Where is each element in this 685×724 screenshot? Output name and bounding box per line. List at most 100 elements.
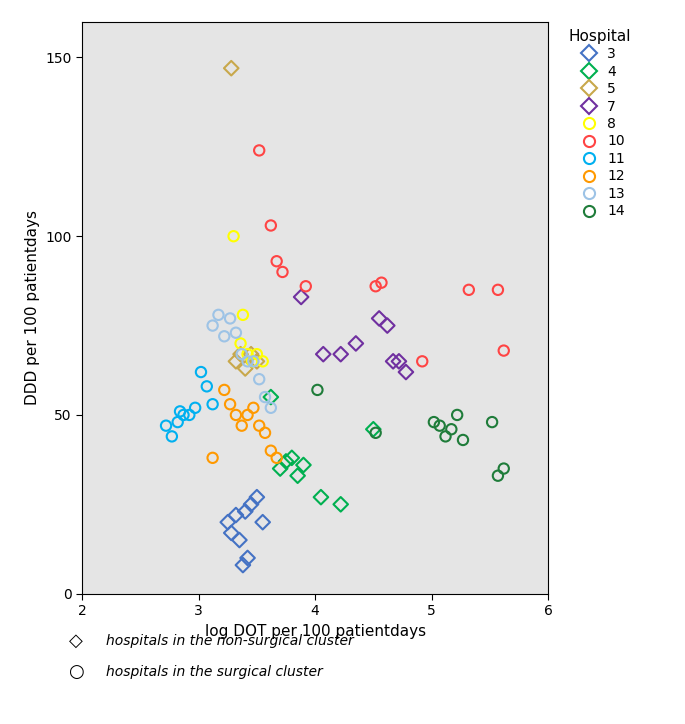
X-axis label: log DOT per 100 patientdays: log DOT per 100 patientdays [205,623,425,639]
Point [247,355,258,367]
Point [207,320,218,332]
Point [401,366,412,378]
Point [493,470,503,481]
Text: hospitals in the non-surgical cluster: hospitals in the non-surgical cluster [106,634,354,648]
Point [228,230,239,242]
Point [235,337,246,349]
Point [286,452,297,463]
Point [246,348,257,360]
Point [370,427,381,439]
Point [292,470,303,481]
Point [251,492,262,503]
Point [463,284,474,295]
Point [242,409,253,421]
Point [246,499,257,510]
Point [207,398,218,410]
Point [236,420,247,432]
Point [373,313,384,324]
Point [238,559,249,571]
Point [335,348,346,360]
Point [230,409,241,421]
Point [234,534,245,546]
Point [230,509,241,521]
Point [242,348,253,360]
Point [257,355,268,367]
Point [251,355,262,367]
Legend: 3, 4, 5, 7, 8, 10, 11, 12, 13, 14: 3, 4, 5, 7, 8, 10, 11, 12, 13, 14 [569,29,632,219]
Point [368,424,379,435]
Point [235,348,246,360]
Point [225,398,236,410]
Point [277,266,288,278]
Point [260,391,271,403]
Text: ○: ○ [68,663,84,681]
Text: ◇: ◇ [68,632,82,649]
Point [275,463,286,474]
Point [498,345,509,356]
Point [296,291,307,303]
Point [350,337,362,349]
Point [175,405,186,417]
Point [223,516,234,528]
Point [486,416,497,428]
Point [271,452,282,463]
Point [184,409,195,421]
Point [298,459,309,471]
Point [166,431,177,442]
Point [219,384,229,396]
Point [236,348,247,360]
Point [498,463,509,474]
Point [393,355,404,367]
Point [446,424,457,435]
Point [388,355,399,367]
Point [440,431,451,442]
Point [265,391,276,403]
Point [382,320,393,332]
Point [213,309,224,321]
Point [253,420,264,432]
Point [251,348,262,360]
Point [434,420,445,432]
Point [230,327,241,339]
Point [240,505,251,517]
Point [265,445,276,457]
Point [160,420,171,432]
Point [265,219,276,231]
Point [416,355,427,367]
Point [242,552,253,564]
Point [207,452,218,463]
Point [281,455,292,467]
Point [493,284,503,295]
Point [253,374,264,385]
Point [248,355,259,367]
Point [253,145,264,156]
Point [451,409,462,421]
Point [201,381,212,392]
Point [219,330,229,342]
Point [376,277,387,288]
Point [312,384,323,396]
Point [226,527,237,539]
Text: hospitals in the surgical cluster: hospitals in the surgical cluster [106,665,323,679]
Point [240,363,251,374]
Point [195,366,206,378]
Point [172,416,183,428]
Point [260,427,271,439]
Point [248,402,259,413]
Point [315,492,326,503]
Y-axis label: DDD per 100 patientdays: DDD per 100 patientdays [25,210,40,405]
Point [257,516,268,528]
Point [190,402,201,413]
Point [458,434,469,446]
Point [318,348,329,360]
Point [225,313,236,324]
Point [238,309,249,321]
Point [300,280,311,292]
Point [271,256,282,267]
Point [265,402,276,413]
Point [226,62,237,74]
Point [230,355,241,367]
Point [370,280,381,292]
Point [178,409,189,421]
Point [428,416,439,428]
